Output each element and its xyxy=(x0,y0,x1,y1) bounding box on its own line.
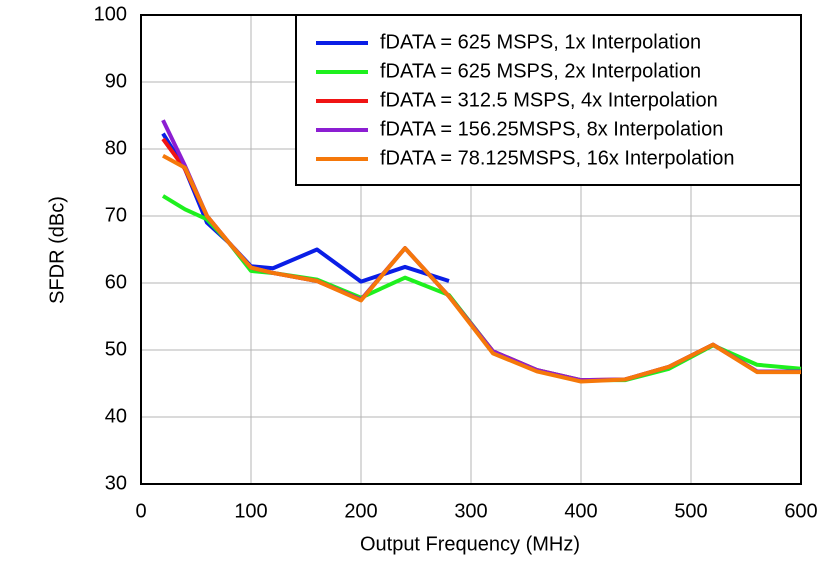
y-tick-label: 70 xyxy=(105,204,127,226)
x-tick-label: 100 xyxy=(234,500,267,522)
y-tick-label: 40 xyxy=(105,405,127,427)
x-tick-label: 500 xyxy=(674,500,707,522)
legend-label: fDATA = 78.125MSPS, 16x Interpolation xyxy=(380,147,734,169)
legend-label: fDATA = 625 MSPS, 2x Interpolation xyxy=(380,60,701,82)
y-tick-label: 60 xyxy=(105,271,127,293)
legend-box xyxy=(295,14,802,186)
x-tick-label: 0 xyxy=(135,500,146,522)
x-axis-title: Output Frequency (MHz) xyxy=(360,533,580,555)
x-tick-label: 300 xyxy=(454,500,487,522)
x-tick-label: 200 xyxy=(344,500,377,522)
series-line xyxy=(162,153,801,384)
y-tick-label: 30 xyxy=(105,472,127,494)
legend-label: fDATA = 312.5 MSPS, 4x Interpolation xyxy=(380,89,718,111)
y-tick-label: 50 xyxy=(105,338,127,360)
x-tick-label: 600 xyxy=(784,500,817,522)
y-tick-label: 80 xyxy=(105,137,127,159)
x-tick-label: 400 xyxy=(564,500,597,522)
legend-label: fDATA = 625 MSPS, 1x Interpolation xyxy=(380,31,701,53)
y-axis-title: SFDR (dBc) xyxy=(46,196,68,304)
series-line xyxy=(161,194,802,383)
y-tick-label: 90 xyxy=(105,70,127,92)
y-tick-label: 100 xyxy=(94,3,127,25)
legend-label: fDATA = 156.25MSPS, 8x Interpolation xyxy=(380,118,723,140)
